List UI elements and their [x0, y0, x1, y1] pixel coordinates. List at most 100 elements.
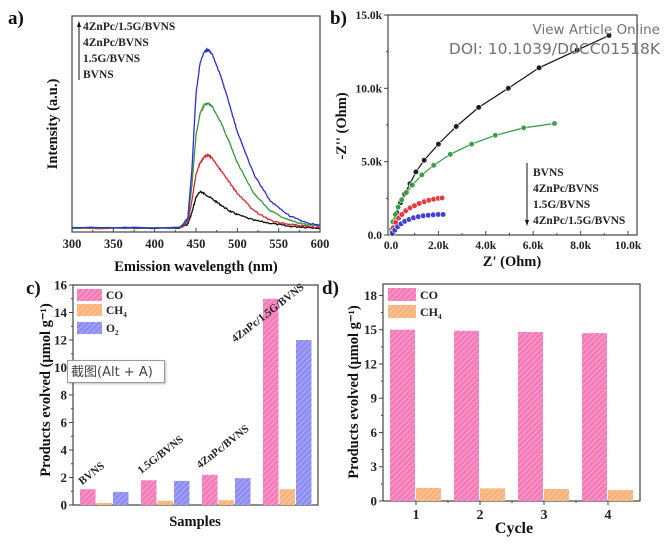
panel-a-x-tick-label: 400	[145, 237, 164, 251]
panel-a-x-tick-label: 600	[311, 237, 330, 251]
panel-b-x-tick-label: 6.0k	[523, 240, 544, 252]
panel-c-bar-o2	[113, 491, 129, 505]
panel-c-y-tick-label: 0	[61, 498, 68, 513]
panel-a-legend: 4ZnPc/1.5G/BVNS 4ZnPc/BVNS 1.5G/BVNS BVN…	[77, 21, 175, 81]
panel-d-legend-swatch-ch4	[388, 305, 416, 318]
panel-b-x-tick-label: 0.0	[384, 240, 399, 252]
panel-b-legend-entry: 4ZnPc/BVNS	[533, 183, 599, 195]
panel-b-y-tick-label: 5.0k	[361, 157, 382, 169]
panel-a-pl-spectra: a) 300 350 400 450 500 550 600 Emission wavele…	[8, 8, 329, 275]
panel-b-point-bvns	[453, 123, 460, 130]
panel-c-bar-o2	[174, 480, 190, 505]
panel-a-series-group	[71, 47, 321, 230]
panel-d-y-tick-label: 6	[371, 425, 378, 440]
panel-a-legend-entry: 4ZnPc/BVNS	[83, 37, 149, 49]
panel-b-point-bvns	[412, 168, 420, 175]
panel-d-label: d)	[322, 278, 339, 299]
panel-a-x-ticks: 300 350 400 450 500 550 600	[63, 228, 330, 251]
panel-d-y-tick-label: 18	[364, 288, 378, 303]
panel-b-legend-entry: BVNS	[533, 167, 564, 179]
panel-a-series-bvns	[71, 190, 321, 230]
panel-a-series-4znpc-bvns	[71, 102, 321, 230]
panel-b-label: b)	[330, 8, 347, 29]
panel-d-bar-co	[518, 332, 543, 501]
panel-a-series-4znpc-1-5g-bvns	[71, 47, 321, 230]
panel-a-x-tick-label: 300	[63, 237, 82, 251]
panel-b-point-1-5g-bvns	[402, 207, 409, 214]
panel-b-x-tick-label: 8.0k	[570, 240, 591, 252]
panel-c-legend-entry: CH4	[106, 305, 127, 319]
view-article-online-link[interactable]: View Article Online	[532, 22, 660, 38]
panel-b-point-bvns	[505, 85, 512, 92]
panel-c-bar-ch4	[157, 500, 173, 505]
panel-d-bar-ch4	[608, 490, 633, 501]
panel-d-ylabel: Products evolved (μmol g⁻¹)	[346, 305, 362, 479]
panel-c-label: c)	[26, 278, 41, 299]
panel-d-y-tick-label: 3	[371, 459, 378, 474]
panel-d-legend-swatch-co	[388, 288, 416, 301]
doi-link[interactable]: DOI: 10.1039/D0CC01518K	[448, 40, 660, 58]
panel-b-series-group	[388, 32, 613, 237]
panel-b-point-1-5g-bvns	[438, 194, 446, 202]
panel-c-bar-ch4	[279, 489, 295, 505]
panel-c-y-tick-label: 8	[61, 388, 68, 403]
panel-b-legend-entry: 4ZnPc/1.5G/BVNS	[533, 215, 625, 227]
panel-b-y-tick-label: 0.0	[368, 230, 383, 242]
panel-c-bar-co	[141, 480, 157, 506]
panel-b-y-tick-label: 15.0k	[355, 10, 382, 22]
panel-b-ylabel: -Z'' (Ohm)	[334, 92, 350, 159]
screenshot-shortcut-tooltip: 截图(Alt + A)	[67, 360, 165, 383]
panel-b-point-bvns	[573, 47, 581, 54]
panel-c-legend-entry: CO	[106, 290, 123, 302]
panel-b-point-bvns	[605, 32, 613, 39]
panel-d-bar-co	[582, 333, 607, 501]
panel-b-point-4znpc-bvns	[492, 132, 499, 139]
panel-b-point-4znpc-bvns	[447, 151, 454, 158]
panel-c-bar-o2	[235, 478, 251, 505]
panel-b-ticks: 0.0 2.0k 4.0k 6.0k 8.0k 10.0k 0.0 5.0k 10.0k 15.0…	[355, 10, 641, 252]
panel-a-legend-entry: 1.5G/BVNS	[83, 53, 140, 65]
panel-c-y-tick-label: 4	[61, 443, 68, 458]
panel-c-bar-ch4	[218, 500, 234, 505]
panel-c-bar-co	[263, 298, 279, 506]
panel-d-bar-ch4	[480, 488, 505, 501]
panel-a-legend-entry: BVNS	[83, 69, 114, 81]
panel-a-ylabel: Intensity (a.u.)	[45, 79, 61, 170]
panel-a-legend-entry: 4ZnPc/1.5G/BVNS	[83, 21, 175, 33]
panel-c-xlabel: Samples	[169, 514, 221, 530]
panel-c-y-tick-label: 12	[54, 333, 67, 348]
panel-d-x-tick-label: 2	[477, 508, 484, 523]
panel-b-legend: BVNS 4ZnPc/BVNS 1.5G/BVNS 4ZnPc/1.5G/BVN…	[525, 163, 625, 227]
panel-b-point-bvns	[535, 64, 543, 71]
panel-d-bar-co	[454, 330, 479, 501]
panel-b-point-4znpc-bvns	[430, 162, 437, 169]
panel-a-x-tick-label: 450	[187, 237, 206, 251]
panel-d-bar-co	[390, 329, 415, 501]
panel-c-legend-swatch-o2	[77, 322, 102, 334]
panel-d-bars-group	[390, 329, 633, 501]
panel-c-ticks: 0 2 4 6 8 10 12 14 16	[54, 278, 73, 513]
panel-c-bar-chart: c) BVNS 1.5G/BVNS 4ZnPc/BVNS4ZnPc/1.5G/BVN…	[26, 278, 319, 530]
panel-b-point-4znpc-bvns	[395, 204, 402, 211]
panel-b-x-tick-label: 2.0k	[428, 240, 449, 252]
panel-d-x-tick-label: 3	[541, 508, 548, 523]
panel-d-x-tick-label: 1	[413, 508, 420, 523]
panel-b-x-tick-label: 10.0k	[615, 240, 642, 252]
panel-b-point-bvns	[435, 141, 442, 148]
panel-c-category-label: 1.5G/BVNS	[135, 433, 186, 476]
panel-a-series-1-5g-bvns	[71, 152, 321, 230]
panel-d-legend: CO CH4	[388, 288, 442, 321]
panel-c-ylabel: Products evolved (μmol g⁻¹)	[38, 303, 54, 477]
panel-c-legend: CO CH4 O2	[77, 289, 127, 337]
panel-d-x-tick-label: 4	[605, 508, 612, 523]
panel-b-point-4znpc-1-5g-bvns	[440, 211, 447, 218]
panel-d-y-tick-label: 15	[364, 322, 378, 337]
panel-c-bar-co	[80, 489, 96, 505]
panel-a-label: a)	[8, 8, 24, 29]
panel-b-xlabel: Z' (Ohm)	[483, 254, 542, 270]
panel-c-legend-swatch-co	[77, 289, 102, 301]
panel-a-x-tick-label: 350	[104, 237, 123, 251]
panel-b-point-bvns	[475, 104, 482, 111]
panel-a-x-tick-label: 550	[269, 237, 288, 251]
